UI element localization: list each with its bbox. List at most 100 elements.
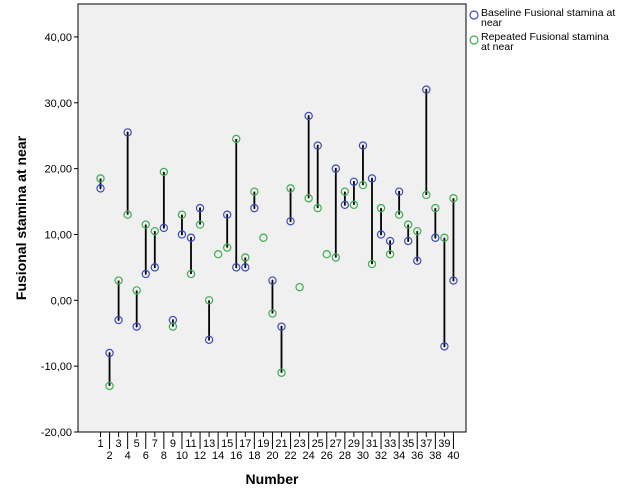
baseline-point-center <box>398 190 401 193</box>
x-tick-label: 11 <box>185 438 196 450</box>
baseline-point-center <box>199 207 201 210</box>
x-tick-label: 13 <box>203 438 215 450</box>
baseline-point-center <box>343 203 346 206</box>
baseline-point-center <box>434 236 437 239</box>
baseline-point-center <box>371 177 373 180</box>
baseline-point <box>105 348 114 358</box>
baseline-point-center <box>153 266 156 269</box>
x-tick-label: 35 <box>402 438 414 450</box>
baseline-point <box>123 128 132 137</box>
y-tick-label: 10,00 <box>44 229 72 241</box>
repeated-point <box>286 184 295 193</box>
baseline-point-center <box>126 131 129 134</box>
x-tick-label: 12 <box>194 450 206 462</box>
repeated-point <box>159 167 169 177</box>
repeated-point <box>385 250 395 259</box>
repeated-point <box>232 134 241 144</box>
repeated-point <box>105 381 114 391</box>
x-tick-label: 2 <box>106 450 112 462</box>
baseline-point <box>150 263 159 272</box>
repeated-point <box>195 220 205 229</box>
x-tick-label: 20 <box>266 450 278 462</box>
x-tick-label: 38 <box>429 450 441 462</box>
baseline-point-center <box>389 240 391 242</box>
repeated-point <box>367 259 377 269</box>
y-tick-label: 20,00 <box>44 164 72 176</box>
repeated-point <box>177 210 187 219</box>
legend-label-repeated: Repeated Fusional stamina at near <box>481 31 609 53</box>
baseline-point <box>376 230 386 239</box>
x-tick-label: 10 <box>176 450 188 462</box>
x-tick-label: 21 <box>275 438 287 450</box>
baseline-point <box>195 203 205 213</box>
repeated-point <box>349 200 359 210</box>
x-axis: 1234567891011121314151617181920212223242… <box>97 432 460 462</box>
x-axis-title: Number <box>246 471 299 487</box>
repeated-point <box>222 243 232 252</box>
baseline-point <box>186 233 196 242</box>
baseline-point <box>277 322 286 331</box>
repeated-point <box>114 276 123 285</box>
repeated-point <box>168 322 178 331</box>
repeated-point <box>376 203 386 213</box>
repeated-point <box>141 220 150 229</box>
x-tick-label: 25 <box>312 438 324 450</box>
baseline-point <box>241 263 250 272</box>
x-tick-label: 36 <box>411 450 423 462</box>
baseline-point <box>313 141 322 150</box>
legend-label-baseline: Baseline Fusional stamina at near <box>481 7 615 29</box>
y-tick-label: 0,00 <box>51 295 72 307</box>
baseline-point-center <box>135 325 138 328</box>
repeated-point <box>123 210 132 219</box>
repeated-point <box>449 194 458 203</box>
repeated-point <box>213 250 223 259</box>
baseline-point-center <box>108 352 111 354</box>
repeated-point <box>404 220 413 229</box>
data-points <box>96 85 458 391</box>
baseline-point-center <box>162 226 165 229</box>
x-tick-label: 1 <box>97 438 103 450</box>
repeated-point <box>241 253 250 262</box>
baseline-point-center <box>452 279 455 282</box>
repeated-point <box>132 286 141 295</box>
x-tick-label: 8 <box>161 450 167 462</box>
baseline-point <box>96 184 105 193</box>
baseline-point <box>431 233 440 242</box>
baseline-point <box>358 141 368 150</box>
x-tick-label: 3 <box>116 438 122 450</box>
baseline-point <box>449 276 458 285</box>
baseline-point-center <box>416 259 419 262</box>
x-tick-label: 23 <box>293 438 305 450</box>
repeated-point <box>340 187 350 196</box>
baseline-point <box>141 269 150 279</box>
repeated-point <box>150 226 159 236</box>
baseline-point <box>413 256 422 265</box>
baseline-point <box>168 315 178 325</box>
baseline-point-center <box>316 144 319 147</box>
x-tick-label: 28 <box>339 450 351 462</box>
baseline-point <box>367 174 377 183</box>
repeated-point <box>295 282 304 292</box>
repeated-point <box>440 233 449 242</box>
repeated-point <box>431 203 440 213</box>
baseline-point-center <box>380 233 382 236</box>
baseline-point-center <box>307 115 310 117</box>
baseline-point <box>268 276 277 285</box>
x-tick-label: 17 <box>239 438 251 450</box>
repeated-point <box>250 187 259 196</box>
baseline-point <box>385 236 395 246</box>
x-tick-label: 26 <box>321 450 333 462</box>
baseline-point <box>340 200 350 210</box>
baseline-point-center <box>144 273 147 275</box>
baseline-point <box>331 164 340 173</box>
repeated-point <box>331 253 340 262</box>
baseline-point-center <box>181 233 183 236</box>
x-tick-label: 37 <box>420 438 432 450</box>
baseline-point <box>114 315 123 325</box>
baseline-point <box>177 230 187 239</box>
baseline-point-center <box>289 220 292 223</box>
baseline-point <box>394 187 404 196</box>
baseline-point <box>232 263 241 272</box>
repeated-point <box>259 233 268 242</box>
